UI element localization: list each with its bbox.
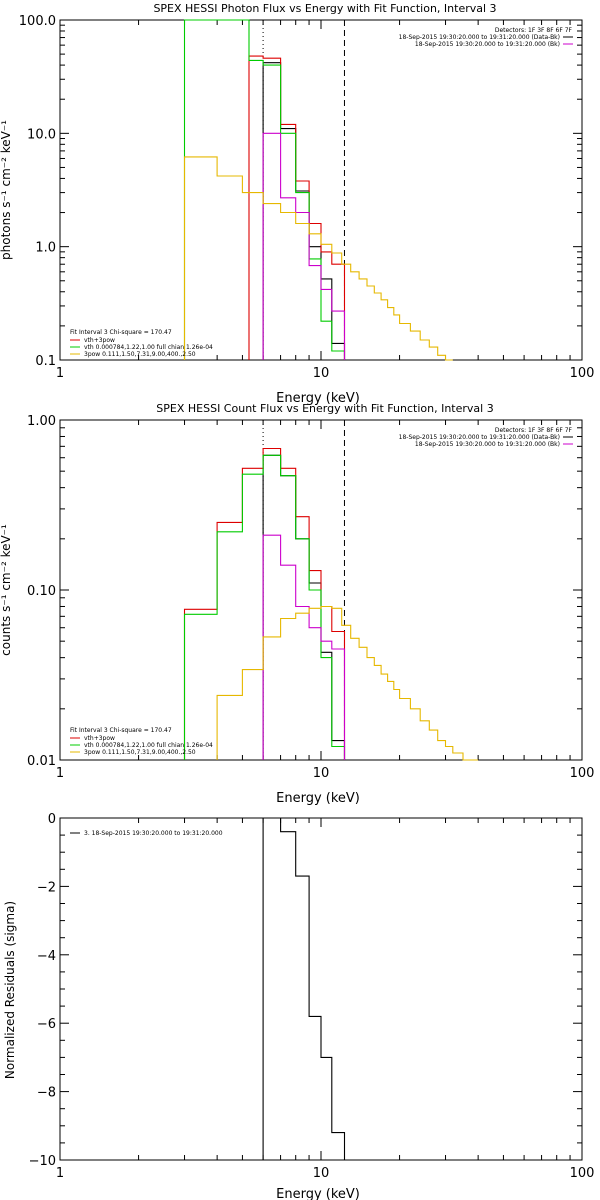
- series-4-histogram: [216, 605, 479, 761]
- y-tick-label: −8: [37, 1086, 56, 1101]
- info-data-bk: 18-Sep-2015 19:30:20.000 to 19:31:20.000…: [399, 34, 560, 41]
- y-tick-label: 0.1: [35, 354, 56, 369]
- series-3-histogram: [262, 132, 346, 360]
- series-4-histogram: [183, 156, 453, 361]
- series-1-histogram: [248, 55, 346, 360]
- info-bk: 18-Sep-2015 19:30:20.000 to 19:31:20.000…: [415, 441, 560, 448]
- fit-legend-title: Fit Interval 3 Chi-square = 170.47: [70, 329, 172, 336]
- y-axis-label: Normalized Residuals (sigma): [3, 901, 17, 1079]
- fit-legend-total: vth+3pow: [84, 735, 115, 742]
- photon-flux-panel: SPEX HESSI Photon Flux vs Energy with Fi…: [0, 2, 594, 406]
- x-tick-label: 1: [56, 366, 64, 381]
- y-tick-label: 10.0: [27, 127, 56, 142]
- chart-title: SPEX HESSI Photon Flux vs Energy with Fi…: [153, 2, 496, 15]
- x-axis-label: Energy (keV): [276, 791, 360, 806]
- series-2-histogram: [183, 454, 346, 760]
- y-tick-label: 1.00: [27, 414, 56, 429]
- x-axis-label: Energy (keV): [276, 1187, 360, 1200]
- x-tick-label: 10: [313, 766, 330, 781]
- series-3-histogram: [262, 534, 346, 760]
- y-tick-label: 0.10: [27, 584, 56, 599]
- info-bk: 18-Sep-2015 19:30:20.000 to 19:31:20.000…: [415, 41, 560, 48]
- x-tick-label: 100: [570, 766, 595, 781]
- info-data-bk: 18-Sep-2015 19:30:20.000 to 19:31:20.000…: [399, 434, 560, 441]
- y-axis-label: photons s⁻¹ cm⁻² keV⁻¹: [0, 120, 13, 260]
- residuals-panel: Normalized Residuals (sigma) Energy (keV…: [3, 812, 594, 1200]
- x-tick-label: 10: [313, 1166, 330, 1181]
- series-2-histogram: [183, 19, 346, 360]
- y-tick-label: −10: [29, 1154, 56, 1169]
- detectors-label: Detectors: 1F 3F 8F 6F 7F: [495, 27, 573, 34]
- x-tick-label: 1: [56, 766, 64, 781]
- y-tick-label: 0: [48, 812, 56, 827]
- y-tick-label: 1.0: [35, 241, 56, 256]
- x-tick-label: 1: [56, 1166, 64, 1181]
- x-tick-label: 100: [570, 1166, 595, 1181]
- x-tick-label: 100: [570, 366, 595, 381]
- residual-legend: 3. 18-Sep-2015 19:30:20.000 to 19:31:20.…: [84, 830, 223, 837]
- x-tick-label: 10: [313, 366, 330, 381]
- series-0-histogram: [262, 817, 346, 1160]
- chart-title: SPEX HESSI Count Flux vs Energy with Fit…: [156, 402, 493, 415]
- y-tick-label: −2: [37, 880, 56, 895]
- fit-legend-title: Fit Interval 3 Chi-square = 170.47: [70, 727, 172, 734]
- fit-legend-3pow: 3pow 0.111,1.50,7.31,9.00,400.,2.50: [84, 351, 196, 358]
- fit-legend-total: vth+3pow: [84, 337, 115, 344]
- y-tick-label: −4: [37, 949, 56, 964]
- fit-legend-vth: vth 0.000784,1.22,1.00 full chian 1.26e-…: [84, 742, 213, 749]
- series-0-histogram: [262, 62, 346, 360]
- x-axis-label: Energy (keV): [276, 391, 360, 406]
- count-flux-panel: SPEX HESSI Count Flux vs Energy with Fit…: [0, 402, 594, 806]
- y-tick-label: 0.01: [27, 754, 56, 769]
- fit-legend-3pow: 3pow 0.111,1.50,7.31,9.00,400.,2.50: [84, 749, 196, 756]
- plot-frame: [59, 817, 583, 1161]
- detectors-label: Detectors: 1F 3F 8F 6F 7F: [495, 427, 573, 434]
- fit-legend-vth: vth 0.000784,1.22,1.00 full chian 1.26e-…: [84, 344, 213, 351]
- y-tick-label: 100.0: [19, 14, 56, 29]
- y-tick-label: −6: [37, 1017, 56, 1032]
- y-axis-label: counts s⁻¹ cm⁻² keV⁻¹: [0, 524, 13, 656]
